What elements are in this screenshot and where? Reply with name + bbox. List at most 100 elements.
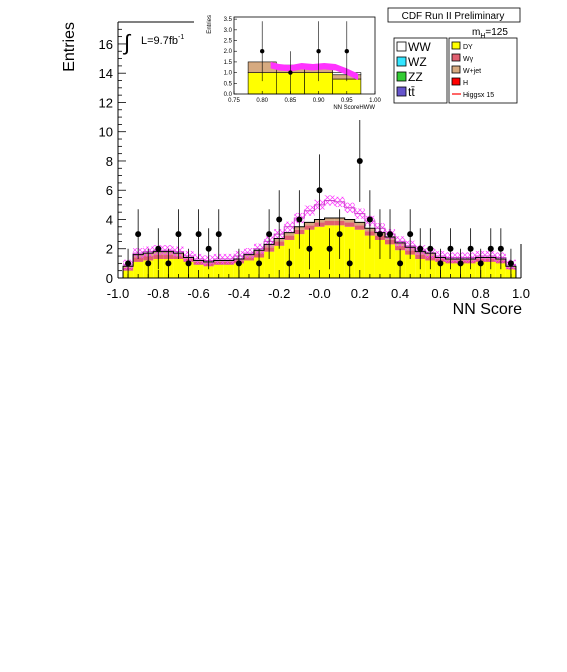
- data-point-27: [417, 245, 424, 252]
- data-point-6: [185, 260, 192, 267]
- data-point-7: [195, 231, 202, 238]
- bar-dy-24: [364, 235, 375, 278]
- x-tick-label-7: 0.4: [391, 286, 409, 301]
- legend-swatch-1: [396, 56, 407, 67]
- inset-data-point-0: [260, 49, 265, 54]
- inset-data-point-1: [288, 70, 293, 75]
- y-tick-label-3: 6: [106, 183, 113, 198]
- x-tick-label-5: -0.0: [308, 286, 330, 301]
- inset-x-tick-label-5: 1.00: [369, 98, 381, 104]
- x-tick-label-10: 1.0: [512, 286, 530, 301]
- inset-y-tick-label-0: 0.0: [224, 92, 233, 98]
- mass-label: mH=125: [472, 27, 508, 40]
- luminosity-label: L=9.7fb-1: [141, 34, 184, 47]
- data-point-23: [376, 231, 383, 238]
- legend-label-3: tt̄: [408, 85, 415, 99]
- bar-dy-8: [203, 266, 214, 278]
- legend-label-r-3: H: [463, 80, 468, 87]
- stack-outline: [122, 217, 517, 278]
- bar-w+jet-20: [324, 218, 335, 221]
- bar-dy-28: [405, 254, 416, 278]
- bar-dy-15: [274, 245, 285, 278]
- legend-swatch-2: [396, 71, 407, 82]
- chart-title: CDF Run II Preliminary: [402, 11, 505, 22]
- data-point-4: [165, 260, 172, 267]
- inset-background: [200, 10, 385, 112]
- legend-label-r-0: DY: [463, 44, 473, 51]
- inset-uncertainty-band: [270, 61, 359, 81]
- bar-dy-26: [384, 244, 396, 278]
- data-point-1: [135, 231, 142, 238]
- data-point-36: [507, 260, 514, 267]
- data-point-29: [437, 260, 444, 267]
- bar-wg-22: [344, 222, 355, 227]
- legend-label-r-2: W+jet: [463, 68, 481, 75]
- data-point-9: [215, 231, 222, 238]
- bar-dy-37: [495, 263, 506, 278]
- inset-y-tick-label-5: 2.5: [224, 39, 233, 45]
- inset-y-tick-label-4: 2.0: [224, 49, 233, 55]
- data-point-21: [356, 157, 363, 164]
- bar-w+jet-22: [344, 219, 355, 223]
- inset-x-tick-label-2: 0.85: [285, 98, 297, 104]
- inset-plot: 0.75 0.80 0.85 0.90 0.95 1.00 0.0 0.5 1.0 1.5 2.0 2…: [200, 10, 385, 112]
- data-point-35: [497, 245, 504, 252]
- inset-y-tick-label-2: 1.0: [224, 71, 233, 77]
- inset-y-tick-label-1: 0.5: [224, 81, 233, 87]
- x-axis-title: NN Score: [453, 301, 522, 318]
- legend-label-r-4: Higgsx 15: [463, 92, 494, 99]
- bar-wg-12: [243, 257, 255, 261]
- bar-dy-12: [243, 260, 255, 278]
- bar-dy-10: [223, 264, 234, 278]
- x-tick-label-9: 0.8: [472, 286, 490, 301]
- main-axes: -1.0 -0.8 -0.6 -0.4 -0.2 -0.0 0.2 0.4 0.6 0.8 1.00…: [99, 21, 530, 301]
- inset-x-tick-label-1: 0.80: [256, 98, 268, 104]
- y-tick-label-7: 14: [99, 66, 113, 81]
- legend-label-1: WZ: [408, 55, 427, 69]
- inset-x-tick-label-3: 0.90: [313, 98, 325, 104]
- data-points: [125, 120, 514, 278]
- bar-dy-19: [314, 226, 325, 278]
- x-tick-label-3: -0.4: [228, 286, 250, 301]
- x-tick-label-2: -0.6: [187, 286, 209, 301]
- y-tick-label-4: 8: [106, 154, 113, 169]
- data-point-22: [366, 216, 373, 223]
- inset-y-tick-label-3: 1.5: [224, 60, 233, 66]
- legend-label-r-1: Wγ: [463, 56, 474, 63]
- data-point-26: [407, 231, 414, 238]
- x-tick-label-4: -0.2: [268, 286, 290, 301]
- data-point-31: [457, 260, 464, 267]
- inset-data-point-2: [316, 49, 321, 54]
- bar-dy-23: [354, 229, 365, 278]
- inset-x-tick-label-4: 0.95: [341, 98, 353, 104]
- inset-y-tick-label-6: 3.0: [224, 28, 233, 34]
- y-tick-label-0: 0: [106, 271, 113, 286]
- data-point-25: [397, 260, 404, 267]
- bar-w+jet-16: [284, 232, 295, 236]
- inset-y-tick-label-7: 3.5: [224, 17, 233, 23]
- data-point-3: [155, 245, 162, 252]
- y-tick-label-5: 10: [99, 125, 113, 140]
- data-point-5: [175, 231, 182, 238]
- bar-dy-9: [213, 264, 224, 278]
- data-point-15: [296, 216, 303, 223]
- x-tick-label-6: 0.2: [351, 286, 369, 301]
- data-point-32: [467, 245, 474, 252]
- inset-data-point-3: [344, 49, 349, 54]
- bar-wg-27: [395, 245, 406, 251]
- legend-swatch-r-2: [451, 65, 461, 74]
- data-point-19: [336, 231, 343, 238]
- data-point-10: [235, 260, 242, 267]
- bar-wg-1: [133, 257, 144, 262]
- data-point-13: [276, 216, 283, 223]
- bar-wg-23: [354, 225, 365, 230]
- histogram-outline: [122, 217, 517, 278]
- y-tick-label-1: 2: [106, 242, 113, 257]
- inset-x-axis-title: NN ScoreHWW: [333, 105, 375, 111]
- x-tick-label-0: -1.0: [107, 286, 129, 301]
- bar-wg-16: [284, 235, 295, 240]
- data-point-2: [145, 260, 152, 267]
- bar-wg-20: [324, 220, 335, 226]
